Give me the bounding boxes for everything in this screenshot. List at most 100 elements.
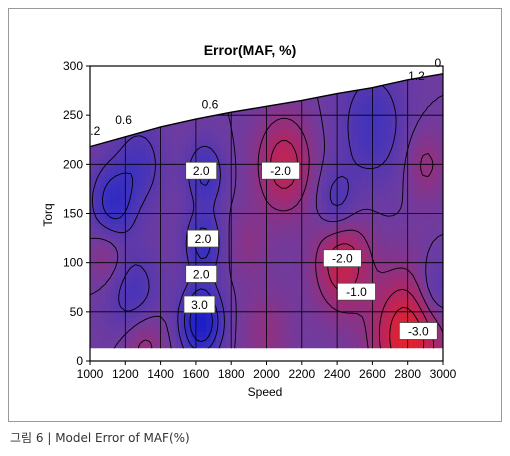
contour-cell <box>241 336 247 342</box>
contour-cell <box>216 193 222 200</box>
contour-cell <box>120 198 126 205</box>
contour-cell <box>306 297 313 303</box>
contour-cell <box>241 149 247 156</box>
contour-cell <box>170 85 177 92</box>
contour-cell <box>211 115 217 121</box>
contour-cell <box>357 331 363 338</box>
contour-cell <box>195 149 202 156</box>
contour-cell <box>155 120 162 126</box>
contour-cell <box>175 302 182 308</box>
contour-cell <box>316 238 323 244</box>
contour-cell <box>231 184 237 190</box>
contour-cell <box>311 115 318 121</box>
contour-cell <box>185 144 192 151</box>
contour-cell <box>432 267 439 274</box>
contour-cell <box>301 174 308 180</box>
contour-cell <box>286 257 293 264</box>
contour-cell <box>316 252 323 259</box>
contour-cell <box>175 287 182 293</box>
contour-cell <box>261 311 268 318</box>
contour-cell <box>190 105 197 111</box>
contour-cell <box>95 326 101 333</box>
contour-cell <box>382 228 389 234</box>
contour-cell <box>160 129 167 136</box>
contour-cell <box>437 287 443 293</box>
contour-cell <box>256 238 263 244</box>
contour-cell <box>236 125 242 131</box>
contour-cell <box>357 306 363 313</box>
contour-cell <box>150 262 157 269</box>
contour-cell <box>357 228 363 234</box>
contour-cell <box>271 321 278 328</box>
contour-cell <box>382 120 389 126</box>
contour-cell <box>251 257 258 264</box>
contour-cell <box>90 262 96 269</box>
contour-cell <box>200 129 207 136</box>
contour-cell <box>432 139 439 146</box>
contour-cell <box>205 282 212 288</box>
contour-cell <box>90 223 96 229</box>
contour-cell <box>271 110 278 116</box>
contour-cell <box>276 316 283 323</box>
contour-cell <box>161 351 167 357</box>
contour-cell <box>276 110 283 116</box>
contour-cell <box>130 100 136 106</box>
contour-cell <box>352 120 358 126</box>
contour-cell <box>160 95 167 102</box>
contour-cell <box>150 341 157 347</box>
contour-cell <box>286 85 293 92</box>
contour-cell <box>216 336 222 342</box>
contour-cell <box>316 341 323 347</box>
contour-cell <box>321 238 328 244</box>
contour-cell <box>337 267 343 274</box>
contour-cell <box>226 198 232 205</box>
contour-cell <box>135 311 142 318</box>
contour-cell <box>397 346 404 349</box>
contour-cell <box>301 100 308 106</box>
contour-cell <box>236 351 242 357</box>
contour-cell <box>412 80 419 87</box>
contour-cell <box>241 238 247 244</box>
contour-cell <box>281 193 288 200</box>
contour-cell <box>221 120 227 126</box>
contour-cell <box>200 188 207 195</box>
contour-cell <box>311 159 318 165</box>
contour-cell <box>311 110 318 116</box>
contour-cell <box>226 292 232 298</box>
contour-cell <box>432 179 439 185</box>
contour-cell <box>170 223 177 229</box>
contour-cell <box>271 115 278 121</box>
contour-cell <box>306 203 313 210</box>
contour-cell <box>125 213 131 220</box>
contour-cell <box>392 247 399 254</box>
x-tick-label: 2800 <box>394 367 421 381</box>
contour-cell <box>337 110 343 116</box>
contour-cell <box>357 321 363 328</box>
contour-cell <box>296 105 303 111</box>
contour-cell <box>216 120 222 126</box>
contour-cell <box>145 292 152 298</box>
contour-cell <box>306 272 313 279</box>
contour-cell <box>155 115 162 121</box>
contour-cell <box>286 154 293 161</box>
contour-cell <box>342 316 348 323</box>
contour-cell <box>352 139 358 146</box>
contour-cell <box>412 203 419 210</box>
contour-cell <box>402 316 409 323</box>
contour-cell <box>95 85 101 92</box>
contour-cell <box>135 144 142 151</box>
contour-cell <box>180 198 187 205</box>
contour-cell <box>180 90 187 97</box>
contour-cell <box>372 159 379 165</box>
contour-cell <box>342 80 348 87</box>
contour-cell <box>266 287 273 293</box>
contour-cell <box>271 73 278 77</box>
contour-cell <box>382 149 389 156</box>
contour-cell <box>185 326 192 333</box>
contour-cell <box>90 282 96 288</box>
contour-cell <box>261 287 268 293</box>
contour-cell <box>286 193 293 200</box>
contour-cell <box>407 267 414 274</box>
contour-cell <box>316 272 323 279</box>
contour-cell <box>301 228 308 234</box>
